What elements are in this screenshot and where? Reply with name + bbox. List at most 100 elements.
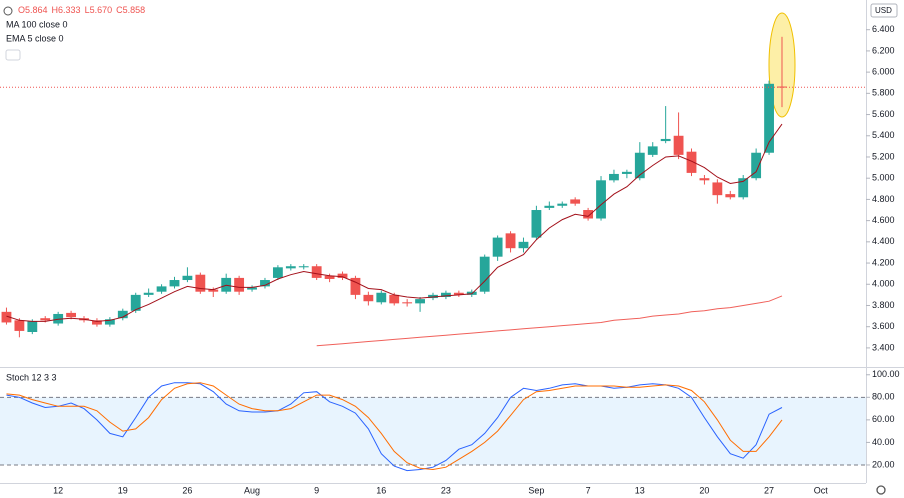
candle-body <box>272 267 283 278</box>
candle-body <box>621 171 632 174</box>
ohlc-value: O5.864 <box>18 5 48 15</box>
x-tick-label: Oct <box>814 485 829 495</box>
candle-body <box>518 241 529 249</box>
candle-body <box>479 256 490 292</box>
currency-button[interactable] <box>870 3 898 18</box>
candle-body <box>686 151 697 173</box>
stoch-label: Stoch 12 3 3 <box>6 372 57 382</box>
marks: 3.400 3.600 3.800 4.000 4.200 4.400 4.600 4.800… <box>0 24 900 495</box>
candle-body <box>311 266 322 278</box>
y-tick-label: 60.00 <box>872 414 895 424</box>
y-tick-label: 6.400 <box>872 24 895 34</box>
x-tick-label: 20 <box>699 485 709 495</box>
candle-body <box>738 178 749 198</box>
candle-body <box>92 320 102 325</box>
indicator-line <box>6 123 783 322</box>
band-fill <box>0 397 866 465</box>
y-tick-label: 100.00 <box>872 369 900 379</box>
candle-body <box>363 294 374 302</box>
y-tick-label: 3.800 <box>872 300 895 310</box>
candle-body <box>660 138 671 142</box>
ma-label: MA 100 close 0 <box>6 19 68 29</box>
candle-body <box>130 294 141 311</box>
candle-body <box>104 319 115 325</box>
candle-body <box>583 210 594 219</box>
y-tick-label: 4.800 <box>872 194 895 204</box>
candle-body <box>208 289 219 292</box>
y-tick-label: 3.600 <box>872 321 895 331</box>
candle-body <box>143 292 154 295</box>
candle-body <box>428 294 438 299</box>
stoch-line <box>6 382 783 471</box>
x-tick-label: 7 <box>586 485 591 495</box>
candle-body <box>389 294 400 304</box>
candle-body <box>415 299 425 304</box>
x-tick-label: 9 <box>314 485 319 495</box>
candle-body <box>182 275 193 281</box>
candle-body <box>699 178 710 181</box>
candle-body <box>557 203 568 206</box>
ema-label: EMA 5 close 0 <box>6 33 64 43</box>
y-tick-label: 5.400 <box>872 130 895 140</box>
y-tick-label: 6.000 <box>872 67 895 77</box>
candle-body <box>596 180 606 219</box>
y-tick-label: 5.000 <box>872 173 895 183</box>
y-tick-label: 4.000 <box>872 279 895 289</box>
x-tick-label: 13 <box>635 485 645 495</box>
candle-body <box>1 311 12 323</box>
ohlc-value: L5.670 <box>85 5 113 15</box>
candle-body <box>609 173 619 181</box>
settings-icon[interactable] <box>876 485 886 495</box>
y-tick-label: 5.600 <box>872 109 895 119</box>
stoch-line <box>6 382 783 472</box>
candle-body <box>298 266 309 268</box>
y-tick-label: 3.400 <box>872 342 895 352</box>
candle-body <box>751 152 762 179</box>
candle-body <box>402 302 413 304</box>
candle-body <box>117 310 128 319</box>
y-tick-label: 4.600 <box>872 215 895 225</box>
candle-body <box>647 146 658 155</box>
candle-body <box>453 292 464 295</box>
candle-body <box>195 274 206 292</box>
candle-body <box>350 277 361 295</box>
candle-body <box>260 280 270 287</box>
candle-body <box>492 237 503 257</box>
y-tick-label: 5.200 <box>872 151 895 161</box>
x-tick-label: Aug <box>244 485 260 495</box>
x-tick-label: 16 <box>376 485 386 495</box>
candle-body <box>337 273 348 278</box>
candle-body <box>376 292 387 303</box>
candle-body <box>531 210 542 238</box>
legend-toggle[interactable] <box>5 49 21 61</box>
x-tick-label: 12 <box>53 485 63 495</box>
y-tick-label: 4.400 <box>872 236 895 246</box>
candle-body <box>544 205 555 208</box>
candle-body <box>764 83 774 153</box>
x-tick-label: 27 <box>764 485 774 495</box>
ohlc-value: C5.858 <box>116 5 145 15</box>
candle-body <box>324 275 335 279</box>
y-tick-label: 6.200 <box>872 45 895 55</box>
candle-body <box>66 312 77 318</box>
x-tick-label: 19 <box>118 485 128 495</box>
candle-body <box>27 321 38 332</box>
candle-body <box>14 320 25 331</box>
y-tick-label: 5.800 <box>872 88 895 98</box>
candle-body <box>570 199 581 204</box>
candle-body <box>169 280 180 287</box>
x-tick-label: 23 <box>441 485 451 495</box>
candle-body <box>725 194 736 198</box>
candle-body <box>156 286 167 292</box>
indicator-line <box>316 295 783 347</box>
collapse-icon[interactable] <box>3 6 13 16</box>
currency: USD <box>875 6 892 15</box>
y-tick-label: 4.200 <box>872 257 895 267</box>
y-tick-label: 80.00 <box>872 392 895 402</box>
candle-body <box>285 266 296 269</box>
candle-body <box>777 86 787 88</box>
candle-body <box>712 182 723 196</box>
ohlc-legend: O5.864 H6.333 L5.670 C5.858 <box>18 5 145 15</box>
candle-body <box>634 152 645 179</box>
